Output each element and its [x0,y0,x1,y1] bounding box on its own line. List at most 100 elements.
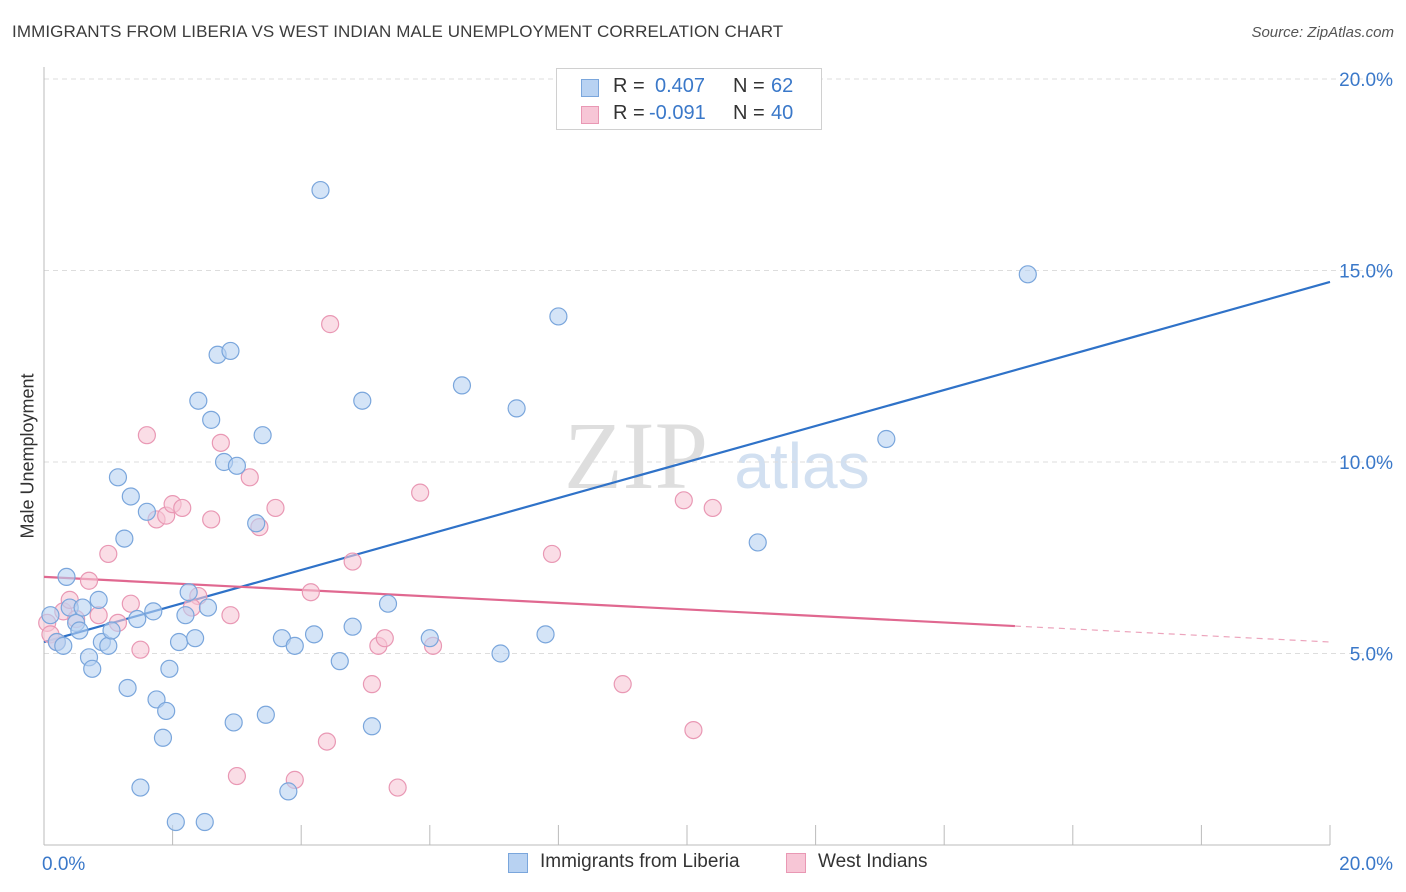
trend-line-west-indian [43,575,1015,628]
point-liberia [311,180,330,200]
legend-n-value: 40 [771,102,794,124]
source-credit: Source: ZipAtlas.com [1251,24,1394,41]
point-liberia [186,629,205,648]
point-west-indian [542,544,562,564]
point-west-indian [89,606,108,625]
point-liberia [169,632,189,652]
point-liberia [118,678,137,698]
point-liberia [285,636,304,655]
point-west-indian [137,426,156,445]
point-west-indian [240,468,259,487]
point-west-indian [703,498,722,518]
point-west-indian [221,606,240,625]
y-axis-label: Male Unemployment [17,373,38,539]
point-west-indian [362,675,382,694]
point-liberia [121,487,140,506]
watermark-zip: ZIP [564,402,708,509]
point-liberia [166,812,185,832]
point-liberia [304,625,324,644]
legend-r-value: -0.091 [649,102,706,124]
x-tick-label: 0.0% [42,854,85,875]
point-liberia [748,533,767,552]
point-west-indian [99,544,118,564]
point-liberia [202,410,221,429]
point-liberia [253,426,272,445]
point-west-indian [388,778,407,797]
gridlines [44,78,1393,654]
point-liberia [70,621,89,640]
point-west-indian [227,766,246,786]
point-liberia [491,644,510,663]
point-west-indian [674,491,693,510]
point-liberia [99,636,118,655]
point-liberia [256,705,275,724]
x-tick-label: 20.0% [1339,854,1393,875]
point-liberia [41,606,60,625]
y-tick-label: 20.0% [1339,70,1393,91]
point-liberia [247,514,266,533]
trend-line-extension-west-indian [1014,625,1331,643]
trend-line-liberia [43,280,1331,644]
point-liberia [420,629,439,648]
point-west-indian [684,720,703,740]
point-liberia [343,617,362,636]
point-liberia [157,701,176,721]
point-liberia [160,659,179,678]
point-liberia [549,307,568,326]
point-liberia [507,399,526,418]
point-west-indian [343,552,362,571]
point-liberia [73,598,92,617]
point-liberia [536,625,555,644]
point-west-indian [121,594,140,613]
legend-swatch-west-indians [786,853,806,873]
point-west-indian [411,483,430,502]
legend-n-label: N = [733,75,765,97]
point-liberia [54,636,73,655]
point-liberia [330,652,349,671]
point-liberia [198,598,218,617]
point-liberia [179,583,198,602]
point-liberia [83,659,102,678]
legend-n-value: 62 [771,75,794,97]
legend-label-liberia: Immigrants from Liberia [540,851,740,872]
point-liberia [89,590,108,609]
point-liberia [227,456,246,475]
axes [43,67,1331,846]
point-west-indian [321,315,340,334]
point-liberia [57,567,76,587]
point-liberia [137,502,156,521]
watermark-atlas: atlas [734,430,869,502]
point-liberia [1018,265,1037,284]
legend-r-label: R = [613,102,645,124]
point-liberia [102,621,121,640]
chart-title: IMMIGRANTS FROM LIBERIA VS WEST INDIAN M… [12,22,784,41]
point-liberia [176,606,195,625]
point-west-indian [211,433,230,452]
legend-label-west-indians: West Indians [818,851,928,872]
data-points [38,180,1037,832]
point-liberia [144,602,163,621]
trend-lines [43,280,1331,644]
legend-swatch-liberia [581,79,599,97]
point-west-indian [301,583,320,602]
point-liberia [378,594,398,613]
tick-labels: 5.0% 10.0% 15.0% 20.0% 0.0% 20.0% [42,70,1393,875]
legend-r-value: 0.407 [655,75,706,97]
correlation-legend: R = 0.407 N = 62 R = -0.091 N = 40 [556,68,822,130]
point-liberia [115,529,134,548]
point-liberia [877,429,896,449]
legend-swatch-liberia [508,853,528,873]
point-liberia [195,812,214,832]
point-liberia [189,391,208,410]
point-liberia [452,376,472,395]
legend-r-label: R = [613,75,645,97]
point-liberia [153,728,173,747]
point-liberia [131,778,150,797]
point-west-indian [266,498,285,518]
watermark: ZIP atlas [564,402,870,509]
point-liberia [353,391,372,410]
point-west-indian [79,571,99,590]
y-tick-label: 15.0% [1339,262,1393,283]
point-liberia [128,609,147,629]
legend-swatch-west-indians [581,106,599,124]
